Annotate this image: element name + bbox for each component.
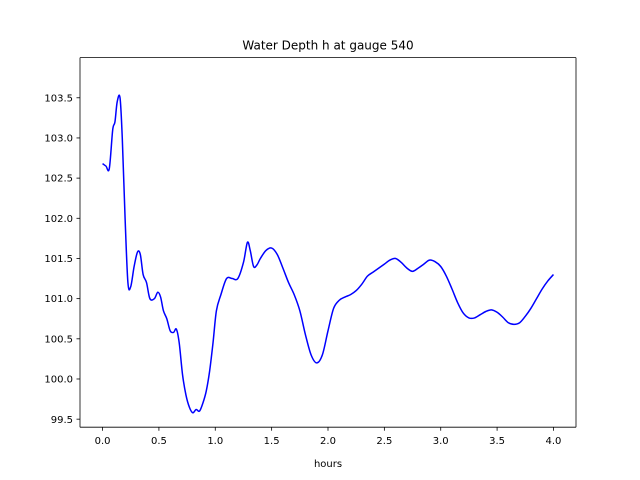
axes-frame	[79, 57, 577, 428]
y-axis-ticks: 99.5 100.0 100.5 101.0 101.5 102.0 102.5 103.0 1…	[44, 93, 80, 426]
x-axis-ticks: 0.0 0.5 1.0 1.5 2.0 2.5 3.0 3.5 4.0	[95, 427, 562, 447]
x-tick-label: 0.0	[95, 436, 111, 447]
x-tick-label: 0.5	[151, 436, 167, 447]
x-tick-label: 1.0	[207, 436, 223, 447]
x-tick-label: 2.5	[376, 436, 392, 447]
y-tick-label: 102.5	[44, 174, 73, 185]
plot-area	[80, 57, 576, 428]
series-layer	[102, 94, 555, 414]
x-axis-label: hours	[314, 459, 342, 470]
y-tick-label: 103.0	[44, 134, 73, 145]
x-tick-label: 3.5	[489, 436, 505, 447]
x-tick-label: 3.0	[433, 436, 449, 447]
y-tick-label: 101.0	[44, 294, 73, 305]
x-tick-label: 1.5	[264, 436, 280, 447]
y-tick-label: 103.5	[44, 93, 73, 104]
y-tick-label: 100.5	[44, 334, 73, 345]
x-tick-label: 4.0	[546, 436, 562, 447]
y-tick-label: 102.0	[44, 214, 73, 225]
x-tick-label: 2.0	[320, 436, 336, 447]
y-tick-label: 100.0	[44, 375, 73, 386]
y-tick-label: 101.5	[44, 254, 73, 265]
series-line-0	[102, 94, 555, 414]
y-tick-label: 99.5	[51, 415, 73, 426]
chart-title: Water Depth h at gauge 540	[242, 39, 413, 53]
